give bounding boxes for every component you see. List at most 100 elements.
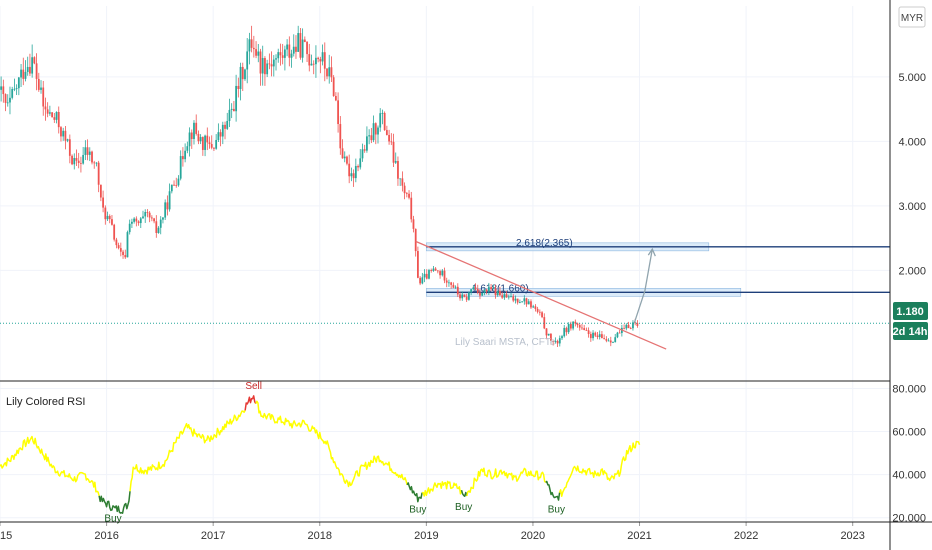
candle-body	[221, 124, 224, 137]
candle-body	[13, 88, 16, 90]
candle	[195, 114, 198, 136]
candle-body	[135, 218, 138, 222]
candle-body	[166, 202, 169, 210]
candle	[614, 333, 617, 343]
candle-body	[448, 282, 450, 284]
candle	[40, 80, 42, 94]
candle	[341, 139, 344, 159]
candle	[166, 195, 169, 216]
candle-body	[15, 88, 18, 89]
candle	[173, 180, 175, 187]
trend-line[interactable]	[415, 240, 667, 350]
rsi-line-segment-sell	[244, 395, 257, 411]
candle-body	[68, 139, 71, 156]
candle-body	[459, 294, 461, 299]
candle-body	[476, 288, 479, 293]
candle	[281, 43, 284, 65]
candle-body	[213, 147, 215, 149]
candle	[485, 288, 488, 295]
candle	[461, 291, 464, 301]
candle	[361, 143, 364, 162]
candle-body	[385, 130, 388, 135]
candle-body	[505, 294, 508, 298]
candle	[199, 134, 202, 145]
candle	[6, 94, 9, 107]
candle-body	[164, 202, 167, 218]
currency-badge[interactable]: MYR	[898, 6, 926, 28]
projection-arrow[interactable]	[633, 248, 653, 324]
candle	[443, 267, 446, 284]
time-badge-box	[893, 322, 928, 340]
candle	[164, 199, 167, 220]
candle-body	[71, 155, 73, 165]
candle	[472, 285, 475, 290]
candle	[507, 294, 510, 300]
candle	[481, 292, 484, 296]
fib-level-label: 2.618(2.365)	[516, 238, 573, 249]
candle	[155, 215, 158, 238]
candle-body	[177, 178, 180, 186]
candle-body	[346, 156, 348, 164]
candle-body	[64, 130, 67, 141]
candle-body	[60, 127, 62, 137]
candle	[66, 138, 69, 143]
x-tick-label: 2018	[308, 530, 332, 542]
candle	[430, 268, 433, 273]
candle-body	[292, 46, 295, 54]
candle	[616, 331, 619, 339]
candle-body	[625, 324, 628, 329]
candle-body	[589, 334, 592, 339]
candle	[177, 175, 180, 187]
candle	[334, 92, 337, 102]
candle-body	[310, 63, 313, 66]
candle	[137, 220, 140, 226]
rsi-pane-title: Lily Colored RSI	[6, 396, 85, 408]
candle-body	[73, 157, 76, 165]
candle	[146, 209, 149, 218]
candle	[601, 330, 603, 339]
candle	[392, 133, 395, 168]
candle-body	[518, 302, 521, 303]
candle-body	[417, 251, 419, 278]
candle	[368, 129, 371, 145]
candle-body	[91, 151, 93, 163]
candle	[228, 98, 231, 128]
candle	[463, 294, 466, 298]
candle	[261, 45, 264, 86]
currency-badge-box[interactable]	[898, 6, 926, 28]
candle-body	[157, 227, 160, 233]
candle-body	[368, 135, 371, 137]
grid-layer	[0, 6, 890, 522]
candle	[474, 283, 477, 291]
candle	[135, 216, 138, 227]
candle	[410, 191, 413, 223]
candle	[558, 335, 561, 347]
candle	[545, 328, 548, 340]
candle	[20, 64, 22, 87]
candle-body	[295, 46, 297, 52]
time-badge-text: 2d 14h	[893, 326, 928, 338]
candle-body	[82, 154, 85, 164]
candle	[106, 211, 109, 222]
candle	[208, 136, 211, 149]
candle	[561, 334, 563, 340]
rsi-line-segment-buy	[406, 482, 423, 503]
candle-body	[463, 294, 466, 297]
candle	[186, 141, 189, 154]
rsi-line-segment-normal	[466, 467, 547, 497]
candle-body	[572, 321, 574, 329]
candle-body	[436, 270, 439, 272]
candle	[405, 191, 408, 198]
candle-body	[558, 338, 561, 344]
candle	[592, 330, 594, 341]
candle-body	[170, 184, 173, 192]
rsi-line-segment-normal	[558, 440, 641, 497]
candle-body	[283, 49, 286, 58]
candle	[237, 77, 240, 98]
candle	[348, 154, 351, 184]
x-tick-label: 2021	[627, 530, 651, 542]
candle	[534, 304, 537, 312]
candle-body	[57, 111, 60, 128]
candle-body	[501, 295, 504, 298]
candle-body	[301, 39, 304, 58]
